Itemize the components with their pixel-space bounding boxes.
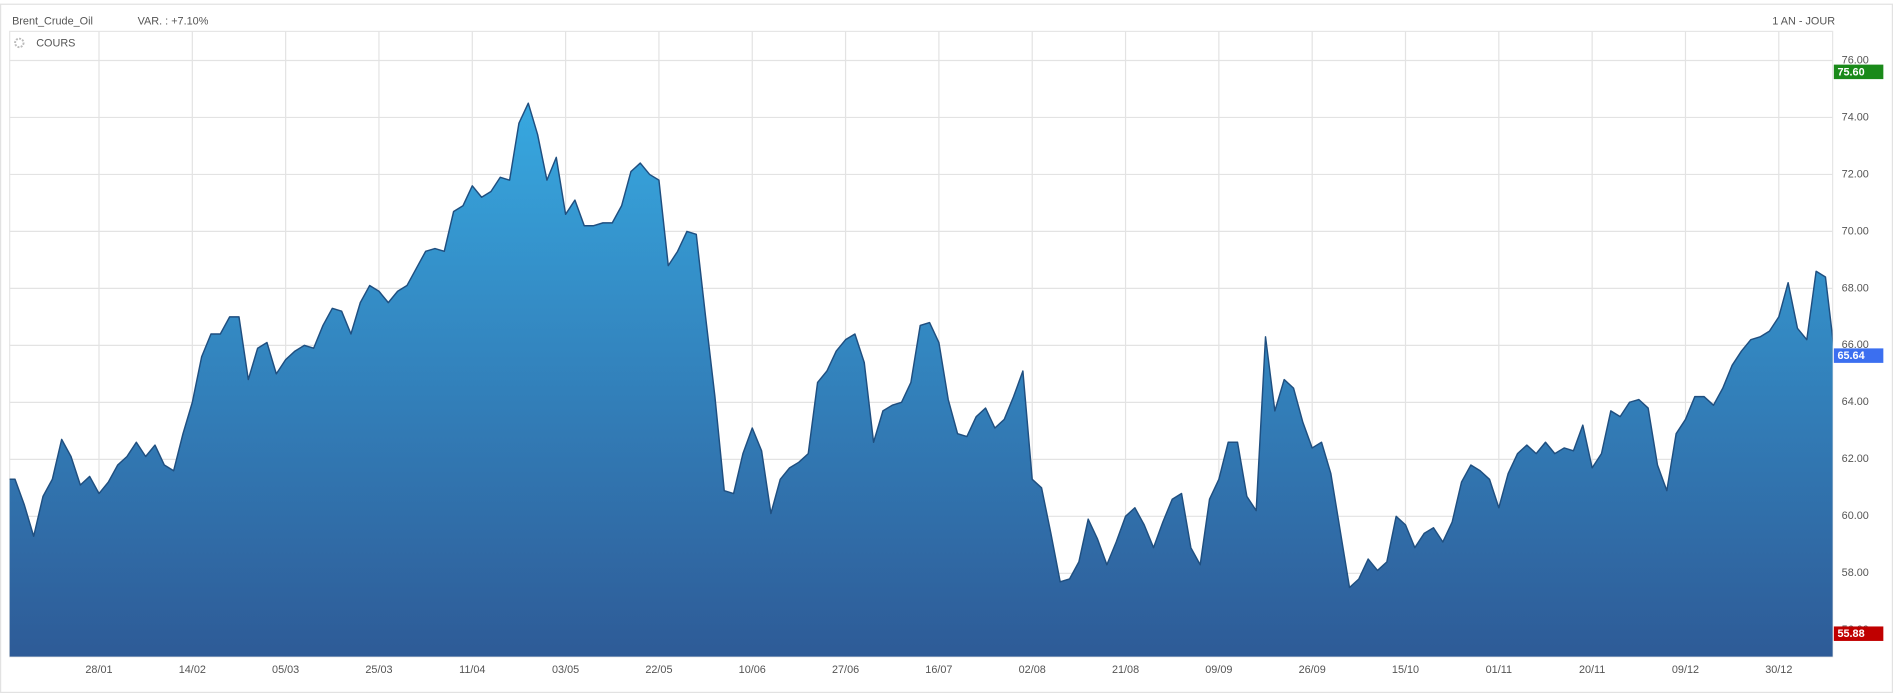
- x-tick-label: 11/04: [459, 664, 485, 676]
- price-tag: [1833, 64, 1884, 80]
- x-tick-label: 01/11: [1486, 664, 1512, 676]
- price-tag-label: 65.64: [1837, 350, 1864, 362]
- y-tick-label: 58.00: [1842, 567, 1869, 579]
- x-tick-label: 03/05: [552, 664, 579, 676]
- price-tag: [1833, 348, 1884, 363]
- x-tick-label: 21/08: [1112, 664, 1139, 676]
- x-tick-label: 26/09: [1299, 664, 1326, 676]
- y-tick-label: 60.00: [1842, 510, 1869, 522]
- price-tag-label: 55.88: [1837, 628, 1864, 640]
- price-tag: [1833, 626, 1884, 641]
- y-tick-label: 76.00: [1842, 54, 1869, 66]
- x-tick-label: 02/08: [1019, 664, 1046, 676]
- y-tick-label: 72.00: [1842, 168, 1869, 180]
- chart-subtitle: VAR. : +7.10%: [138, 16, 209, 28]
- frame: [0, 3, 1893, 693]
- area: [9, 103, 1833, 657]
- x-tick-label: 05/03: [272, 664, 299, 676]
- x-tick-label: 30/12: [1765, 664, 1792, 676]
- y-tick-label: 64.00: [1842, 396, 1869, 408]
- x-tick-label: 09/12: [1672, 664, 1699, 676]
- x-tick-label: 20/11: [1579, 664, 1605, 676]
- y-tick-label: 70.00: [1842, 225, 1869, 237]
- x-tick-label: 15/10: [1392, 664, 1419, 676]
- x-tick-label: 28/01: [85, 664, 112, 676]
- settings-icon[interactable]: [14, 37, 25, 49]
- x-tick-label: 16/07: [925, 664, 952, 676]
- y-tick-label: 68.00: [1842, 282, 1869, 294]
- y-tick-label: 74.00: [1842, 111, 1869, 123]
- x-tick-label: 22/05: [645, 664, 672, 676]
- price-tag-label: 75.60: [1837, 66, 1864, 78]
- x-tick-label: 14/02: [179, 664, 206, 676]
- series-label: COURS: [36, 37, 75, 49]
- axes: 56.0058.0060.0062.0064.0066.0068.0070.00…: [85, 54, 1884, 676]
- y-tick-label: 62.00: [1842, 453, 1869, 465]
- x-tick-label: 27/06: [832, 664, 859, 676]
- chart-title: Brent_Crude_Oil: [12, 16, 93, 28]
- x-tick-label: 09/09: [1205, 664, 1232, 676]
- period-label[interactable]: 1 AN - JOUR: [1772, 16, 1835, 28]
- plot-area: [9, 102, 1833, 657]
- price-line: [9, 102, 1833, 589]
- x-tick-label: 10/06: [739, 664, 766, 676]
- y-tick-label: 66.00: [1842, 339, 1869, 351]
- x-tick-label: 25/03: [365, 664, 392, 676]
